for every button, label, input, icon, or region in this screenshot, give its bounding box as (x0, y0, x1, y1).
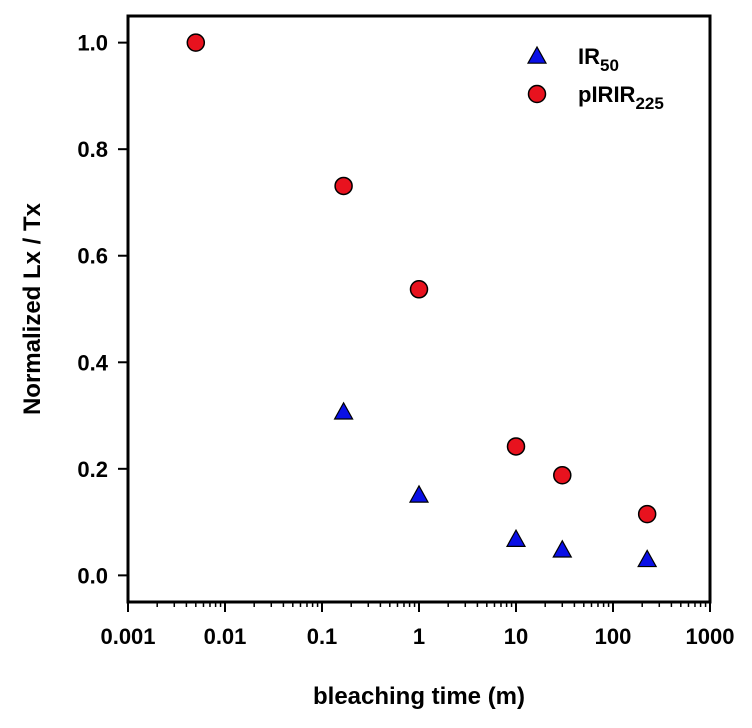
series-pirir (186, 33, 657, 524)
x-axis-title: bleaching time (m) (313, 683, 525, 710)
data-point-triangle (408, 484, 430, 503)
y-tick-label: 0.0 (77, 563, 108, 588)
data-point-circle (409, 280, 429, 299)
x-tick-label: 0.01 (204, 624, 247, 649)
y-tick-label: 0.4 (77, 350, 108, 375)
x-tick-label: 10 (504, 624, 528, 649)
y-tick-label: 1.0 (77, 31, 108, 56)
data-point-triangle (505, 528, 527, 547)
y-axis-title: Normalized Lx / Tx (19, 202, 46, 415)
x-tick-label: 100 (595, 624, 632, 649)
data-point-triangle (637, 549, 658, 568)
legend-label: pIRIR225 (578, 82, 664, 113)
data-point-triangle (552, 539, 573, 558)
y-tick-label: 0.6 (77, 244, 108, 269)
axis-ticks: 0.001 0.01 0.1 1 10 100 1000 0.0 0.2 0.4 0.6 0.8 1.0 (77, 31, 734, 649)
y-tick-label: 0.8 (77, 137, 108, 162)
data-point-circle (553, 465, 572, 485)
legend-marker-triangle (526, 45, 548, 64)
legend-marker-circle (527, 84, 547, 104)
data-point-circle (637, 504, 657, 524)
x-tick-label: 0.1 (307, 624, 338, 649)
legend-label: IR50 (578, 44, 619, 75)
data-points (186, 33, 658, 568)
data-point-circle (186, 33, 206, 52)
y-tick-label: 0.2 (77, 457, 108, 482)
series-ir (333, 401, 658, 568)
data-point-circle (506, 437, 526, 456)
x-tick-label: 1 (413, 624, 425, 649)
data-point-circle (334, 176, 353, 196)
data-point-triangle (333, 401, 354, 420)
x-tick-label: 0.001 (100, 624, 155, 649)
x-tick-label: 1000 (686, 624, 735, 649)
legend: IR50 pIRIR225 (526, 44, 664, 113)
